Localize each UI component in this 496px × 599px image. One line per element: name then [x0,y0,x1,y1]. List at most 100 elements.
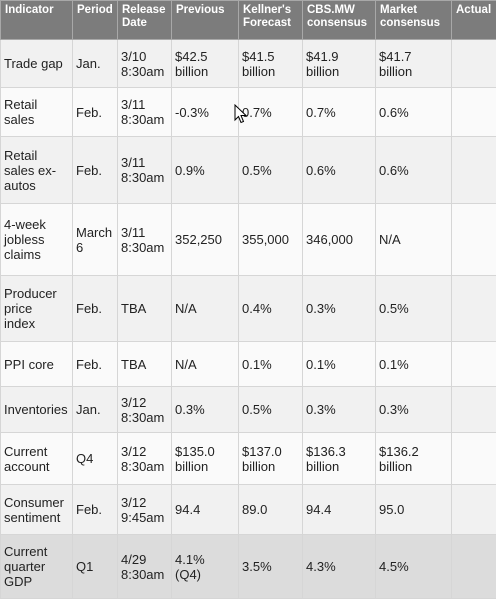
cell-period: Feb. [73,88,118,137]
cell-previous: 0.3% [172,387,239,433]
cell-cbsmw-consensus: 0.3% [303,387,376,433]
cell-actual [452,137,496,204]
cell-period: Jan. [73,387,118,433]
cell-market-consensus: $136.2 billion [376,433,452,485]
cell-cbsmw-consensus: $136.3 billion [303,433,376,485]
cell-market-consensus: 0.3% [376,387,452,433]
cell-cbsmw-consensus: 346,000 [303,204,376,276]
header-release-date: Release Date [118,1,172,40]
table-row: Retail sales Feb. 3/11 8:30am -0.3% 0.7%… [1,88,496,137]
cell-previous: 0.9% [172,137,239,204]
cell-kellners-forecast: 0.1% [239,342,303,387]
cell-actual [452,88,496,137]
cell-actual [452,40,496,88]
cell-kellners-forecast: $41.5 billion [239,40,303,88]
cell-cbsmw-consensus: 94.4 [303,485,376,535]
header-cbsmw-consensus: CBS.MW consensus [303,1,376,40]
cell-cbsmw-consensus: 0.7% [303,88,376,137]
cell-release-date: 3/12 9:45am [118,485,172,535]
table-row: Consumer sentiment Feb. 3/12 9:45am 94.4… [1,485,496,535]
cell-previous: 94.4 [172,485,239,535]
cell-previous: 4.1% (Q4) [172,535,239,599]
cell-actual [452,433,496,485]
cell-indicator: Current account [1,433,73,485]
cell-market-consensus: 95.0 [376,485,452,535]
cell-actual [452,276,496,342]
cell-market-consensus: 0.1% [376,342,452,387]
cell-indicator: Inventories [1,387,73,433]
cell-period: Feb. [73,276,118,342]
header-market-consensus: Market consensus [376,1,452,40]
cell-kellners-forecast: 89.0 [239,485,303,535]
cell-kellners-forecast: 0.5% [239,387,303,433]
cell-indicator: 4-week jobless claims [1,204,73,276]
cell-period: Q4 [73,433,118,485]
cell-market-consensus: N/A [376,204,452,276]
header-actual: Actual [452,1,496,40]
cell-indicator: Trade gap [1,40,73,88]
header-kellners-forecast: Kellner's Forecast [239,1,303,40]
cell-kellners-forecast: 355,000 [239,204,303,276]
cell-kellners-forecast: 3.5% [239,535,303,599]
cell-previous: 352,250 [172,204,239,276]
cell-market-consensus: 0.5% [376,276,452,342]
cell-period: Feb. [73,342,118,387]
cell-indicator: Current quarter GDP [1,535,73,599]
cell-indicator: Retail sales ex- autos [1,137,73,204]
table-row: Retail sales ex- autos Feb. 3/11 8:30am … [1,137,496,204]
cell-indicator: Producer price index [1,276,73,342]
cell-actual [452,485,496,535]
cell-market-consensus: $41.7 billion [376,40,452,88]
cell-period: March 6 [73,204,118,276]
table-row: Producer price index Feb. TBA N/A 0.4% 0… [1,276,496,342]
cell-period: Feb. [73,485,118,535]
cell-release-date: 3/11 8:30am [118,88,172,137]
cell-cbsmw-consensus: 0.1% [303,342,376,387]
cell-kellners-forecast: $137.0 billion [239,433,303,485]
header-row: Indicator Period Release Date Previous K… [1,1,496,40]
header-period: Period [73,1,118,40]
cell-period: Jan. [73,40,118,88]
cell-cbsmw-consensus: 4.3% [303,535,376,599]
table-row: Trade gap Jan. 3/10 8:30am $42.5 billion… [1,40,496,88]
cell-actual [452,387,496,433]
header-indicator: Indicator [1,1,73,40]
cell-previous: N/A [172,276,239,342]
header-previous: Previous [172,1,239,40]
cell-indicator: Consumer sentiment [1,485,73,535]
cell-market-consensus: 4.5% [376,535,452,599]
cell-previous: N/A [172,342,239,387]
cell-actual [452,535,496,599]
cell-period: Q1 [73,535,118,599]
cell-cbsmw-consensus: $41.9 billion [303,40,376,88]
cell-cbsmw-consensus: 0.3% [303,276,376,342]
cell-kellners-forecast: 0.7% [239,88,303,137]
cell-period: Feb. [73,137,118,204]
cell-release-date: 3/11 8:30am [118,137,172,204]
cell-indicator: PPI core [1,342,73,387]
cell-release-date: 3/12 8:30am [118,387,172,433]
cell-kellners-forecast: 0.5% [239,137,303,204]
cell-release-date: 3/10 8:30am [118,40,172,88]
cell-cbsmw-consensus: 0.6% [303,137,376,204]
cell-indicator: Retail sales [1,88,73,137]
cell-release-date: 3/12 8:30am [118,433,172,485]
table-row: 4-week jobless claims March 6 3/11 8:30a… [1,204,496,276]
table-row: Inventories Jan. 3/12 8:30am 0.3% 0.5% 0… [1,387,496,433]
cell-actual [452,204,496,276]
cell-market-consensus: 0.6% [376,137,452,204]
cell-release-date: 4/29 8:30am [118,535,172,599]
cell-previous: $42.5 billion [172,40,239,88]
table-row: PPI core Feb. TBA N/A 0.1% 0.1% 0.1% [1,342,496,387]
cell-release-date: TBA [118,276,172,342]
table-row: Current quarter GDP Q1 4/29 8:30am 4.1% … [1,535,496,599]
cell-kellners-forecast: 0.4% [239,276,303,342]
table-row: Current account Q4 3/12 8:30am $135.0 bi… [1,433,496,485]
cell-market-consensus: 0.6% [376,88,452,137]
cell-actual [452,342,496,387]
cell-release-date: TBA [118,342,172,387]
cell-previous: -0.3% [172,88,239,137]
cell-release-date: 3/11 8:30am [118,204,172,276]
cell-previous: $135.0 billion [172,433,239,485]
